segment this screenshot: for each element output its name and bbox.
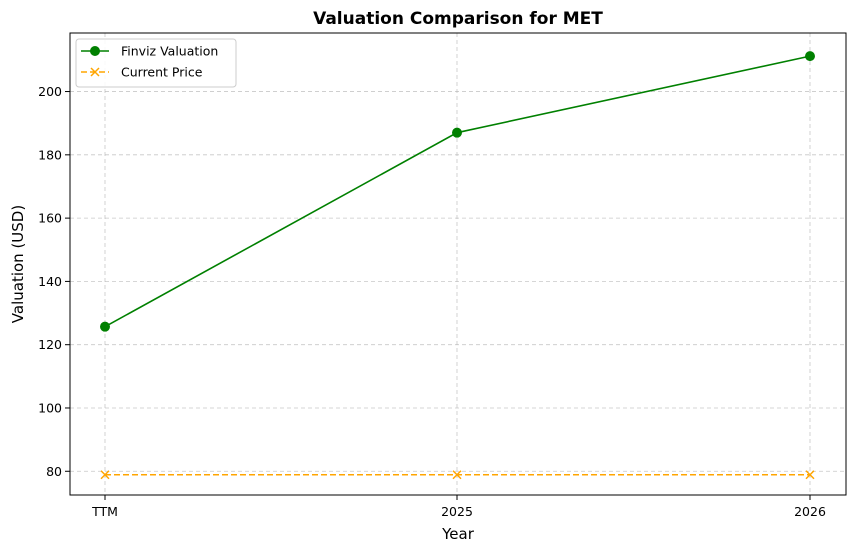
x-axis-label: Year — [441, 525, 475, 543]
y-tick-label: 100 — [38, 400, 62, 415]
y-tick-label: 200 — [38, 84, 62, 99]
y-tick-label: 80 — [46, 464, 62, 479]
y-tick-label: 140 — [38, 274, 62, 289]
plot-frame — [69, 32, 847, 496]
x-axis-ticks: TTM 2025 2026 — [91, 495, 826, 519]
y-tick-label: 180 — [38, 147, 62, 162]
data-point — [100, 470, 110, 480]
data-point — [805, 51, 815, 62]
x-tick-label: 2026 — [794, 504, 826, 519]
series-line — [104, 55, 811, 328]
data-point — [100, 321, 110, 332]
y-axis-label: Valuation (USD) — [9, 205, 27, 323]
data-point — [90, 46, 100, 56]
legend: Finviz Valuation Current Price — [75, 38, 237, 88]
y-tick-label: 120 — [38, 337, 62, 352]
legend-label: Current Price — [121, 65, 203, 80]
x-tick-label: 2025 — [441, 504, 473, 519]
y-tick-label: 160 — [38, 211, 62, 226]
series-layer — [100, 51, 815, 480]
data-point — [805, 470, 815, 480]
legend-box — [75, 38, 237, 88]
data-point — [90, 67, 100, 77]
y-axis-ticks: 80 100 120 140 160 180 200 — [38, 84, 70, 479]
grid-lines — [70, 33, 846, 495]
x-tick-label: TTM — [91, 504, 118, 519]
legend-label: Finviz Valuation — [121, 44, 218, 59]
chart-title: Valuation Comparison for MET — [313, 9, 603, 29]
data-point — [452, 470, 462, 480]
data-point — [452, 127, 462, 138]
